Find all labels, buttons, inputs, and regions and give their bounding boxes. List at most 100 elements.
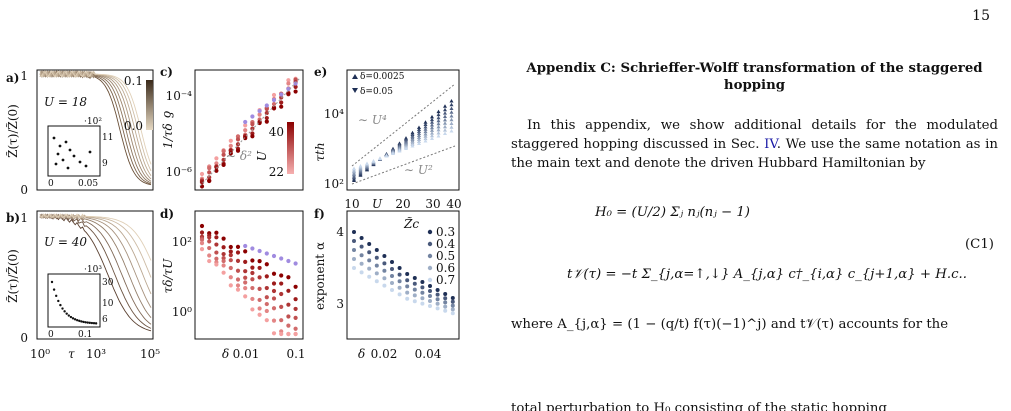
panel-f-xtick-0: 0.02 [371,347,398,361]
panel-d-point [279,291,284,297]
panel-b-curve [39,213,152,261]
panel-c-point [279,104,284,109]
panel-e-point [436,112,441,117]
panel-f-point [450,303,455,308]
panel-e-point [436,115,441,120]
panel-e-point [436,118,441,123]
panel-e-point [449,110,454,114]
panel-a-label: a) [6,71,19,85]
panel-f-point [382,261,387,266]
panel-d-point [243,249,248,254]
panel-f-point [374,279,379,284]
panel-b-inset-point [80,320,83,323]
panel-d-point [279,281,284,286]
panel-e-point [404,146,408,150]
panel-c-point [214,165,219,170]
panel-c-point [207,166,212,171]
panel-b-xlabel: τ [68,347,75,361]
panel-e-point [391,151,395,155]
panel-c-point [214,156,219,161]
panel-c-point [243,123,248,128]
panel-c-point [286,81,291,86]
panel-f-point [420,290,425,295]
panel-d-ytick-bottom: 10⁰ [172,305,192,319]
panel-d-point [228,283,233,288]
panel-d-point [243,294,248,299]
panel-f-point [397,279,402,284]
panel-b-inset-point [67,314,71,317]
panel-e-point [417,127,421,131]
panel-f-legend: 0.30.40.50.60.7 [427,225,455,287]
panel-e-point [430,131,434,135]
panel-d-point [207,245,212,251]
panel-f-point [428,299,432,303]
panel-d-point [257,312,262,317]
panel-e-point [443,131,447,135]
panel-d-point [243,243,248,249]
panel-f-point [359,270,364,275]
panel-e-point [423,134,428,138]
panel-d-point [250,265,255,270]
panel-d-point [199,247,205,252]
panel-e-point [443,104,447,108]
panel-f-point [352,257,356,261]
section-link[interactable]: IV [764,137,777,152]
panel-f-point [405,278,410,283]
panel-c-point [207,175,212,180]
panel-e-point [384,154,389,158]
panel-d-point [264,251,269,256]
panel-e-point [397,149,402,153]
panel-d-point [264,301,269,307]
panel-f-point [412,276,417,280]
followup-paragraph: where A_{j,α} = (1 − (q/t) f(τ)(−1)^j) a… [511,317,949,332]
figure: a) 1 0 Z̃(τ)/Z̃(0) U = 18 0 0.05 ·10² 11… [5,65,462,361]
panel-f-point [352,266,356,270]
panel-c-point [207,178,212,184]
panel-b-xtick-2: 10⁵ [140,347,160,361]
panel-e: e) 10⁴ 10² τth ∼ U⁴ ∼ U² δ=0.0025 δ=0.05… [313,65,462,211]
panel-c-point [279,95,284,100]
panel-f-point [382,254,387,258]
panel-b-inset-point [86,321,89,324]
panel-b-curve [39,213,152,278]
panel-c-point [271,97,277,103]
panel-c-ytick-bottom: 10⁻⁶ [166,165,193,179]
panel-f-point [374,255,379,260]
panel-d-point [235,268,241,273]
panel-e-point [449,114,454,118]
panel-d-point [286,314,291,319]
panel-f-point [382,268,387,273]
panel-d-point [286,302,291,307]
panel-f-point [450,307,455,312]
panel-f-point [374,271,379,276]
panel-d-point [250,277,255,282]
panel-d-point [271,306,277,311]
panel-d-point [257,248,262,254]
panel-c-point [221,149,226,154]
panel-c-point [286,78,291,83]
panel-a-inset-point [58,144,62,148]
panel-c-point [235,148,241,153]
panel-b-curves [39,213,152,332]
panel-c-point [221,162,226,168]
panel-c-point [221,152,226,157]
panel-d-point [250,296,255,302]
panel-c-point [264,103,269,108]
panel-e-annotation-u2: ∼ U² [404,163,433,177]
panel-d-point [243,259,248,264]
panel-f-legend-entry: 0.7 [436,273,455,287]
panel-d-point [235,283,241,288]
panel-d-point [214,235,219,240]
panel-c-point [271,106,277,111]
panel-a-curve [40,70,152,165]
panel-b-inset-point [76,318,79,322]
panel-d-point [199,230,205,235]
panel-d-point [221,236,226,241]
panel-c-points [199,76,298,189]
panel-d-point [243,280,248,285]
panel-d-point [228,253,233,258]
panel-d-point [250,307,255,312]
panel-e-legend-1: δ=0.05 [360,87,393,97]
panel-f-point [420,285,425,290]
panel-a-cbar-label: δ [161,111,175,118]
